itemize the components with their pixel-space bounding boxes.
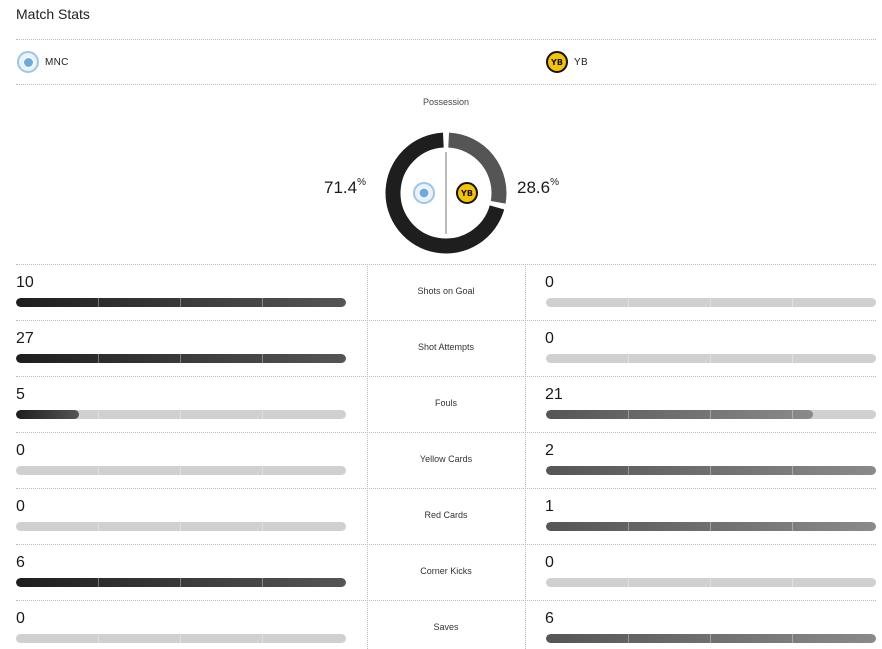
home-stat-bar (16, 354, 346, 363)
stat-row: 0 Red Cards 1 (0, 488, 882, 544)
possession-label: Possession (422, 97, 470, 107)
young-boys-crest-icon: YB (546, 51, 568, 73)
away-stat-value: 1 (545, 498, 554, 515)
column-divider (367, 264, 368, 649)
stat-label: Corner Kicks (420, 566, 472, 576)
home-stat-bar (16, 634, 346, 643)
away-stat-bar-fill (546, 522, 876, 531)
home-stat-bar-fill (16, 578, 346, 587)
away-possession-arc (447, 132, 507, 204)
home-possession-value: 71.4% (324, 177, 366, 197)
away-stat-value: 21 (545, 386, 563, 403)
away-stat-bar (546, 578, 876, 587)
divider (16, 39, 876, 40)
stat-label: Red Cards (424, 510, 468, 520)
divider (16, 84, 876, 85)
away-stat-value: 0 (545, 554, 554, 571)
home-stat-value: 0 (16, 442, 25, 459)
away-stat-value: 6 (545, 610, 554, 627)
young-boys-crest-icon: YB (456, 182, 478, 204)
stat-label: Shot Attempts (417, 342, 475, 352)
home-stat-value: 5 (16, 386, 25, 403)
home-stat-bar (16, 466, 346, 475)
home-stat-bar (16, 410, 346, 419)
away-stat-value: 2 (545, 442, 554, 459)
home-stat-value: 0 (16, 498, 25, 515)
stat-label: Fouls (434, 398, 457, 408)
stat-row: 6 Corner Kicks 0 (0, 544, 882, 600)
stat-label: Saves (433, 622, 459, 632)
column-divider (525, 264, 526, 649)
away-stat-bar (546, 634, 876, 643)
home-stat-value: 10 (16, 274, 34, 291)
home-stat-bar (16, 298, 346, 307)
home-possession-arc (385, 132, 505, 254)
stat-row: 0 Saves 6 (0, 600, 882, 649)
home-team-name: MNC (45, 56, 69, 68)
home-stat-bar-fill (16, 410, 80, 419)
svg-text:YB: YB (460, 189, 473, 198)
home-stat-value: 0 (16, 610, 25, 627)
away-stat-bar (546, 466, 876, 475)
stat-row: 5 Fouls 21 (0, 376, 882, 432)
away-stat-value: 0 (545, 330, 554, 347)
home-stat-bar (16, 522, 346, 531)
home-stat-bar (16, 578, 346, 587)
home-team: MNC (17, 50, 69, 74)
home-stat-value: 6 (16, 554, 25, 571)
stat-row: 27 Shot Attempts 0 (0, 320, 882, 376)
away-stat-bar (546, 410, 876, 419)
away-stat-bar-fill (546, 466, 876, 475)
home-stat-value: 27 (16, 330, 34, 347)
away-possession-value: 28.6% (517, 177, 559, 197)
away-team: YB YB (546, 50, 588, 74)
home-stat-bar-fill (16, 354, 346, 363)
away-stat-bar (546, 354, 876, 363)
stat-label: Yellow Cards (419, 454, 473, 464)
possession-donut-chart: YB (385, 132, 507, 254)
away-stat-value: 0 (545, 274, 554, 291)
away-team-name: YB (574, 56, 588, 68)
away-stat-bar (546, 522, 876, 531)
stat-label: Shots on Goal (417, 286, 475, 296)
stat-row: 0 Yellow Cards 2 (0, 432, 882, 488)
stat-row: 10 Shots on Goal 0 (0, 264, 882, 320)
away-stat-bar-fill (546, 410, 813, 419)
manchester-city-crest-icon (17, 51, 39, 73)
home-stat-bar-fill (16, 298, 346, 307)
manchester-city-crest-icon (413, 182, 435, 204)
away-stat-bar-fill (546, 634, 876, 643)
away-stat-bar (546, 298, 876, 307)
page-title: Match Stats (16, 6, 90, 22)
